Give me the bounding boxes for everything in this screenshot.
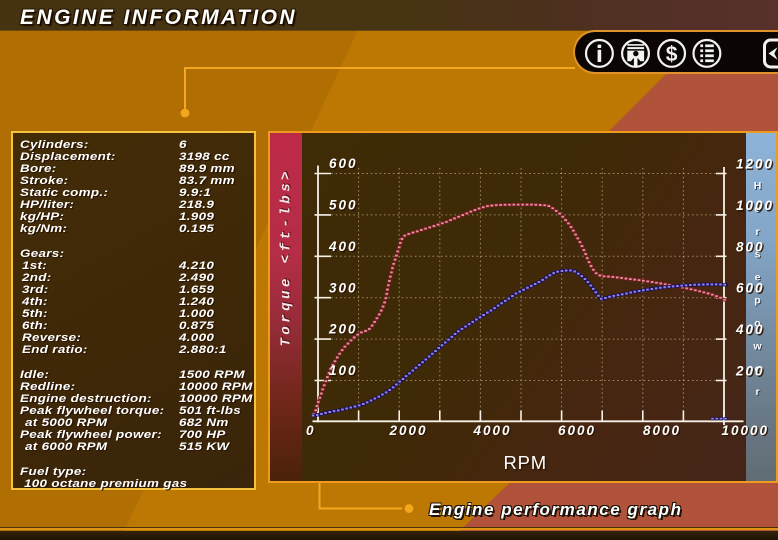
svg-text:1000: 1000 bbox=[736, 198, 774, 213]
svg-text:r: r bbox=[755, 386, 759, 398]
svg-text:8000: 8000 bbox=[643, 423, 681, 438]
svg-text:0: 0 bbox=[306, 423, 316, 438]
svg-text:o: o bbox=[754, 203, 760, 215]
svg-text:2000: 2000 bbox=[389, 423, 428, 438]
svg-text:200: 200 bbox=[328, 322, 358, 337]
svg-text:100: 100 bbox=[329, 363, 358, 378]
svg-text:o: o bbox=[754, 317, 760, 329]
svg-text:600: 600 bbox=[329, 156, 358, 171]
svg-text:1200: 1200 bbox=[736, 157, 774, 172]
svg-text:4000: 4000 bbox=[473, 423, 512, 438]
svg-text:600: 600 bbox=[736, 281, 765, 296]
svg-text:p: p bbox=[754, 295, 760, 307]
svg-text:400: 400 bbox=[735, 322, 765, 337]
svg-text:500: 500 bbox=[329, 198, 358, 213]
svg-text:r: r bbox=[755, 226, 759, 238]
svg-text:w: w bbox=[752, 340, 762, 352]
svg-text:300: 300 bbox=[329, 280, 358, 295]
svg-text:RPM: RPM bbox=[504, 452, 548, 473]
svg-text:800: 800 bbox=[736, 239, 765, 254]
svg-text:$: $ bbox=[666, 43, 678, 66]
svg-text:200: 200 bbox=[735, 364, 765, 379]
svg-text:400: 400 bbox=[328, 239, 358, 254]
svg-text:6000: 6000 bbox=[558, 423, 596, 438]
svg-text:s: s bbox=[755, 249, 761, 261]
svg-text:H: H bbox=[754, 180, 762, 192]
svg-text:10000: 10000 bbox=[722, 423, 770, 438]
svg-text:e: e bbox=[755, 363, 761, 375]
svg-text:Torque <ft-lbs>: Torque <ft-lbs> bbox=[279, 168, 295, 347]
svg-text:e: e bbox=[755, 272, 761, 284]
